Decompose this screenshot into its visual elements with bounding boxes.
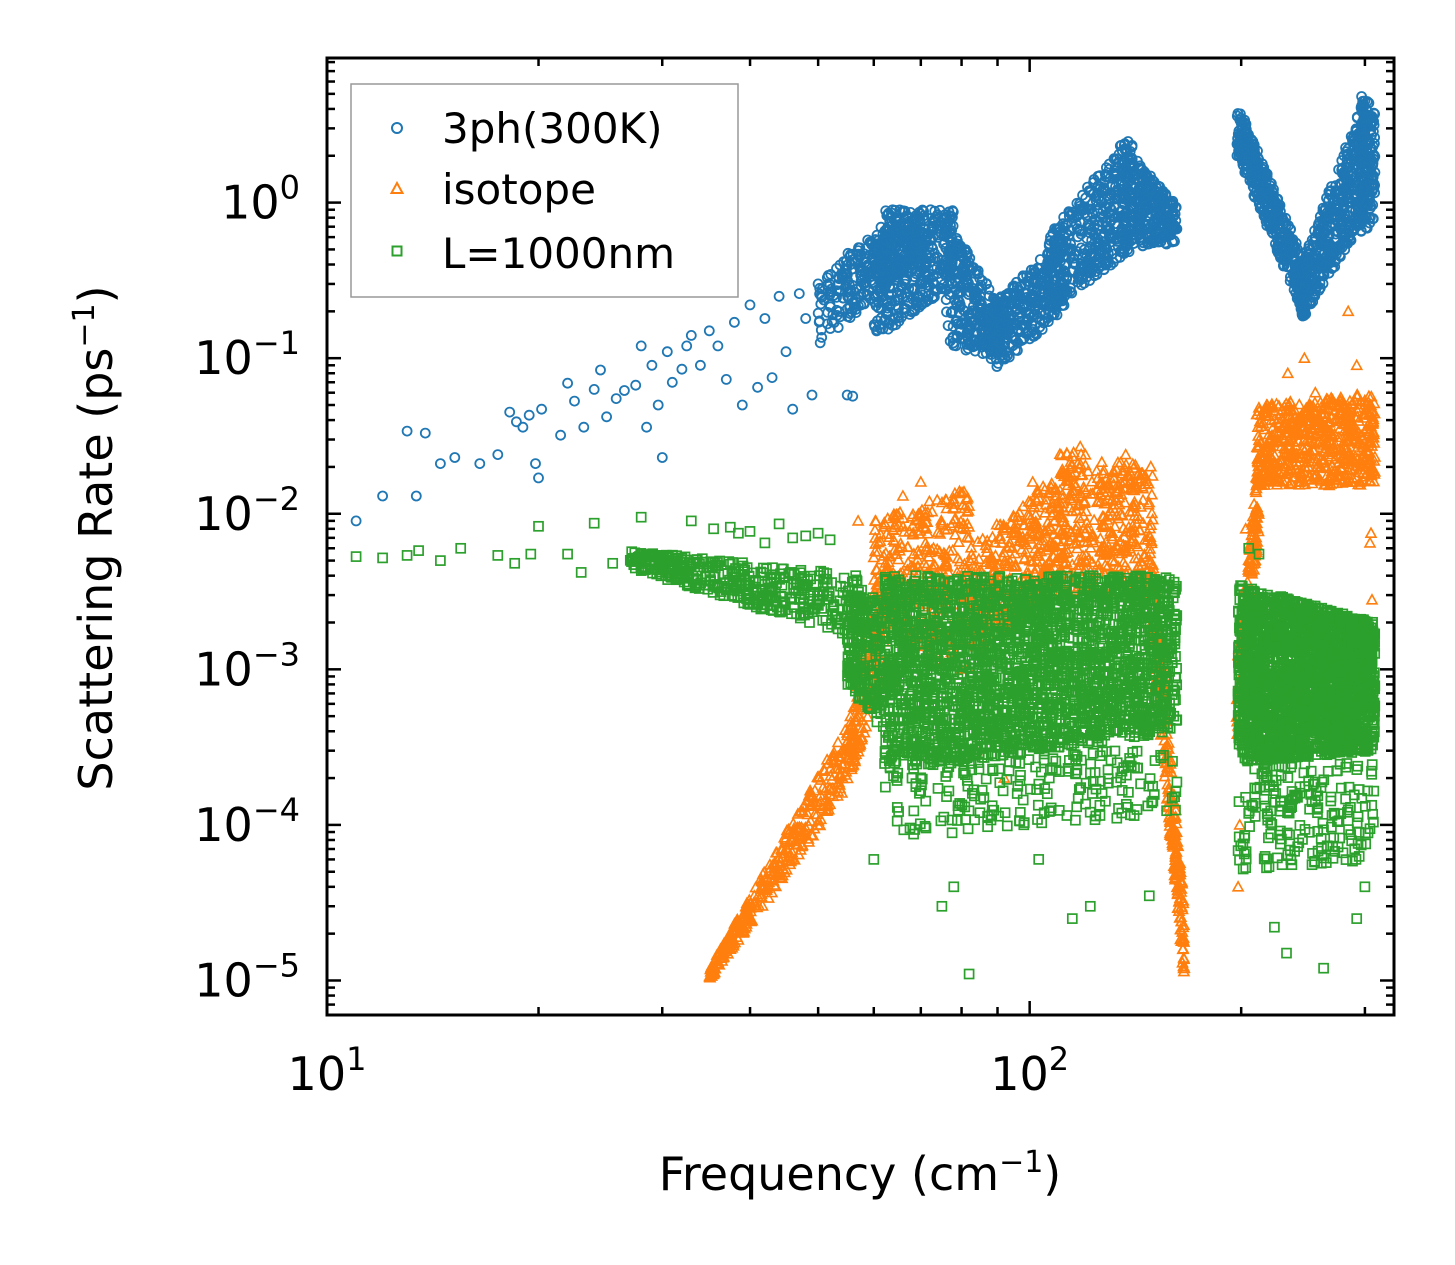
- data-point-circle: [931, 211, 943, 223]
- data-point-circle: [920, 269, 932, 281]
- data-point-circle: [877, 279, 889, 291]
- data-point-circle: [844, 308, 856, 320]
- data-point-circle: [835, 285, 846, 297]
- data-point-circle: [898, 218, 909, 230]
- data-point-circle: [896, 288, 907, 300]
- data-point-circle: [879, 225, 891, 237]
- data-point-circle: [890, 225, 901, 237]
- data-point-circle: [918, 205, 929, 217]
- data-point-circle: [905, 223, 917, 235]
- data-point-circle: [927, 270, 939, 282]
- data-point-circle: [920, 259, 932, 271]
- data-point-circle: [910, 238, 922, 250]
- data-point-circle: [899, 275, 911, 287]
- data-point-circle: [832, 322, 844, 333]
- data-point-circle: [904, 250, 916, 262]
- data-point-circle: [883, 318, 895, 330]
- data-point-circle: [845, 258, 857, 270]
- data-point-circle: [868, 319, 880, 331]
- data-point-circle: [925, 204, 936, 216]
- data-point-circle: [926, 241, 938, 253]
- data-point-circle: [890, 299, 902, 311]
- data-point-circle: [886, 215, 898, 227]
- data-point-circle: [881, 259, 892, 271]
- data-point-circle: [911, 300, 922, 312]
- data-point-circle: [870, 300, 882, 312]
- data-point-circle: [922, 252, 934, 264]
- data-point-circle: [908, 250, 920, 262]
- data-point-circle: [848, 298, 860, 310]
- series-circle-0: [350, 91, 1381, 527]
- data-point-circle: [878, 273, 890, 285]
- data-point-circle: [893, 315, 905, 327]
- data-point-circle: [844, 251, 856, 263]
- data-point-circle: [832, 279, 843, 291]
- data-point-circle: [907, 257, 919, 269]
- data-point-circle: [850, 293, 861, 305]
- data-point-circle: [914, 285, 926, 297]
- data-point-circle: [841, 283, 853, 294]
- data-point-circle: [893, 262, 905, 274]
- data-point-circle: [917, 296, 928, 308]
- data-point-circle: [882, 323, 894, 335]
- data-point-circle: [858, 298, 870, 310]
- data-point-circle: [842, 275, 853, 286]
- data-point-circle: [899, 205, 911, 217]
- data-point-circle: [842, 311, 853, 322]
- data-point-circle: [861, 288, 873, 300]
- data-point-circle: [816, 331, 828, 343]
- data-point-circle: [853, 260, 865, 272]
- data-point-circle: [908, 282, 920, 294]
- data-point-circle: [813, 316, 825, 328]
- data-point-circle: [872, 244, 884, 255]
- data-point-circle: [909, 305, 921, 317]
- data-point-circle: [827, 309, 839, 321]
- data-point-circle: [814, 337, 826, 349]
- data-point-circle: [924, 280, 936, 292]
- data-point-circle: [880, 235, 892, 247]
- data-point-circle: [873, 302, 884, 314]
- data-point-circle: [888, 275, 900, 287]
- data-point-circle: [874, 319, 885, 331]
- data-point-circle: [825, 268, 837, 280]
- data-point-circle: [879, 269, 890, 281]
- data-point-circle: [907, 294, 919, 306]
- data-point-circle: [929, 213, 940, 225]
- data-point-circle: [893, 294, 905, 306]
- data-series-layer: [350, 91, 1382, 983]
- data-point-circle: [880, 205, 892, 217]
- data-point-circle: [885, 234, 897, 245]
- data-point-circle: [826, 316, 838, 327]
- data-point-circle: [891, 264, 903, 276]
- data-point-circle: [929, 291, 940, 303]
- data-point-circle: [901, 273, 913, 285]
